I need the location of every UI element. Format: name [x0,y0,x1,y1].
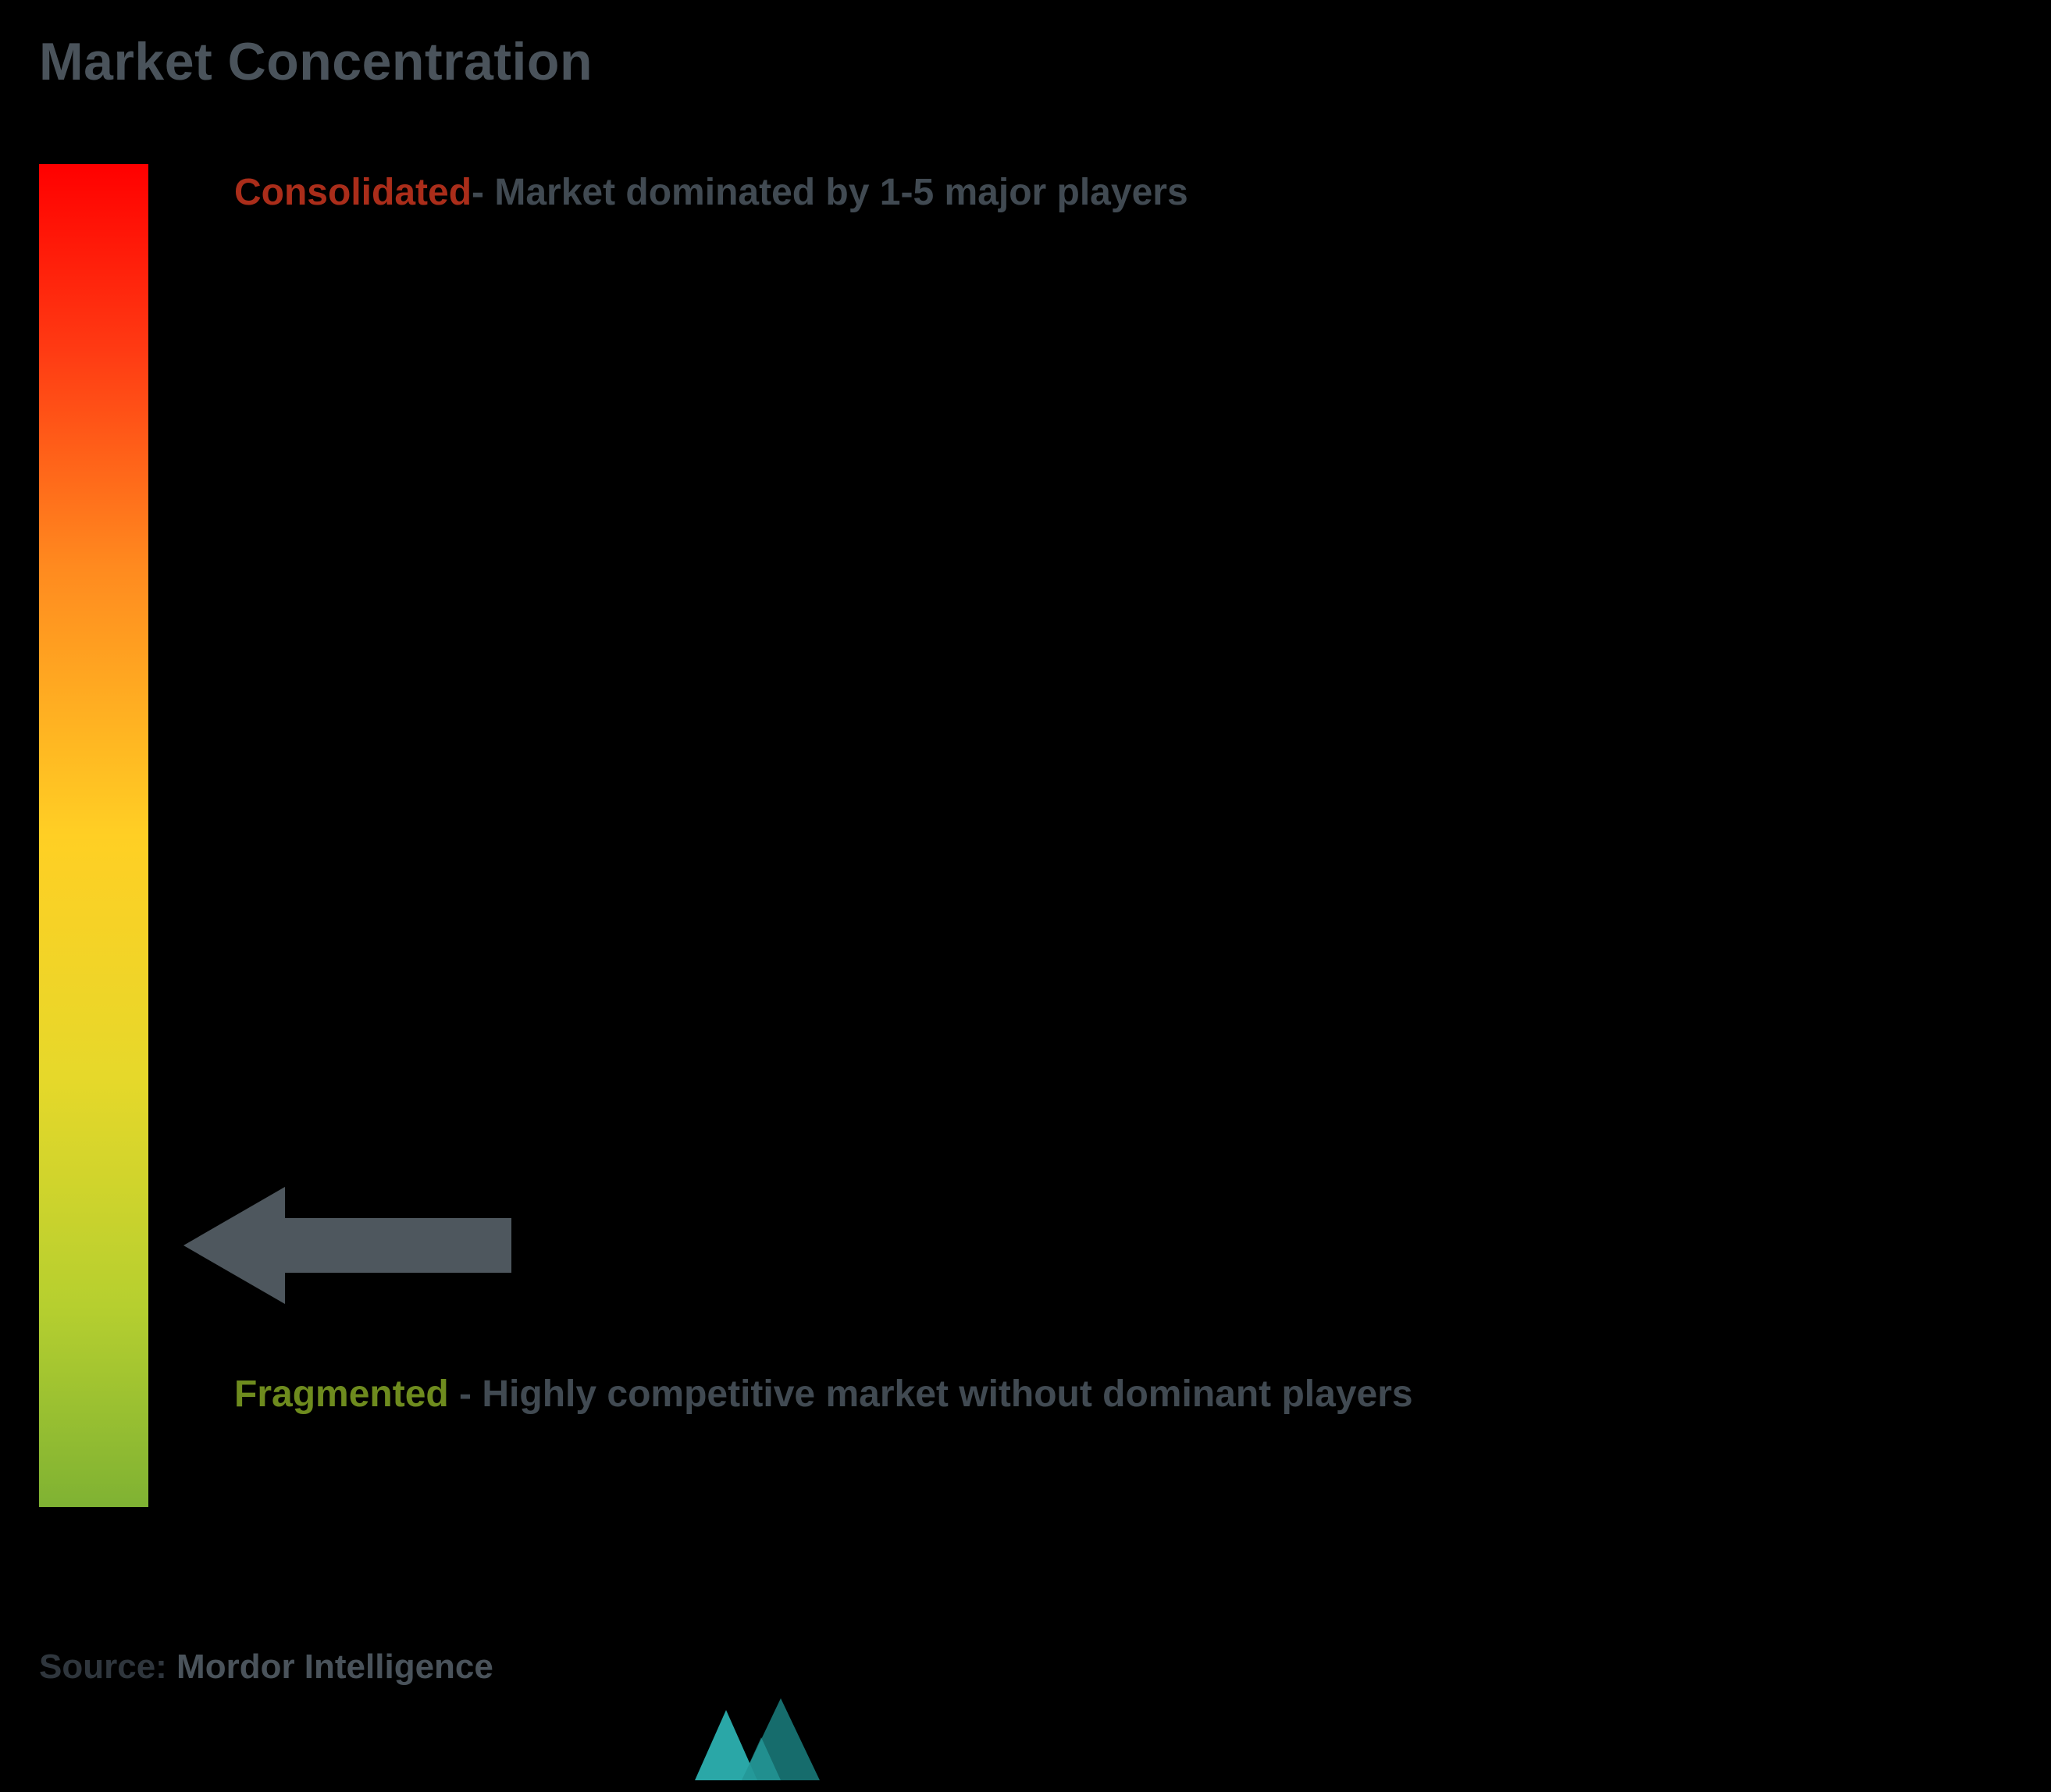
consolidated-term: Consolidated [234,172,472,213]
source-prefix: Source: [39,1648,176,1686]
arrow-left-icon [183,1187,511,1304]
position-arrow [183,1187,511,1304]
infographic-root: Market Concentration Consolidated- Marke… [0,0,2051,1792]
fragmented-label-row: Fragmented - Highly competitive market w… [234,1359,1989,1430]
logo-icon [687,1694,828,1788]
gradient-bar-svg [39,164,148,1507]
page-title: Market Concentration [39,31,593,92]
consolidated-label-row: Consolidated- Market dominated by 1-5 ma… [234,168,1989,219]
fragmented-term: Fragmented [234,1373,449,1415]
fragmented-desc: - Highly competitive market without domi… [449,1373,1413,1415]
source-name: Mordor Intelligence [176,1648,493,1686]
mordor-logo [687,1694,828,1788]
source-attribution: Source: Mordor Intelligence [39,1648,493,1687]
consolidated-desc: - Market dominated by 1-5 major players [472,172,1188,213]
concentration-gradient-bar [39,164,148,1507]
